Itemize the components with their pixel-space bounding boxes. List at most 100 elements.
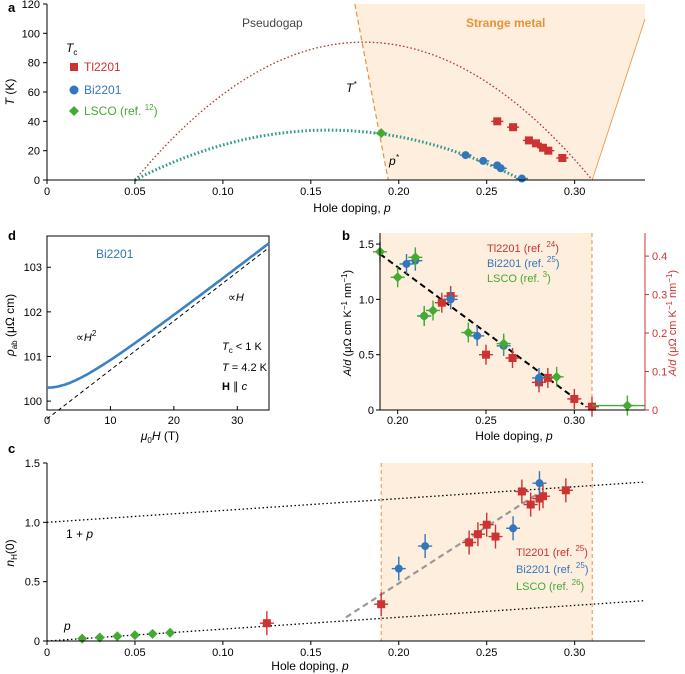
cond-t: T = 4.2 K (222, 362, 268, 374)
legend-a-bi2201: Bi2201 (84, 83, 122, 97)
c-Tl2201-point-3 (473, 530, 482, 539)
panel-a: 0 0.05 0.10 0.15 0.20 0.25 0.30 0 20 40 60 80 100 120… (3, 0, 646, 215)
b-ytick-left-label: 1.0 (359, 294, 374, 306)
anno-h: ∝H (228, 292, 244, 304)
a-Tl2201-point-4 (538, 143, 547, 152)
panel-b-ticks: 0.20 0.25 0.30 0 0.5 1.0 1.5 0 0.1 0.2 0.3 0.4 (359, 239, 668, 427)
a-Tl2201-point-3 (531, 139, 540, 148)
panel-d-xlabel: μ0H (T) (140, 429, 179, 445)
a-Tl2201-point-0 (493, 117, 502, 126)
a-ytick-label: 120 (22, 0, 40, 11)
legend-b-bi2201: Bi2201 (ref. 25) (487, 255, 560, 270)
b-ytick-right-label: 0 (652, 405, 658, 417)
strange-metal-region (354, 4, 645, 180)
panel-label-c: c (8, 441, 15, 456)
a-Tl2201-point-1 (509, 123, 518, 132)
c-xtick-label: 0.30 (564, 647, 585, 659)
panel-b-ylabel-left: A/d (μΩ cm K−1 nm−1) (340, 270, 354, 377)
a-Bi2201-point-0 (461, 151, 470, 160)
strange-metal-label: Strange metal (466, 16, 545, 30)
b-LSCO-point-4 (428, 305, 438, 316)
panel-a-plot-marks (134, 3, 646, 183)
b-ytick-left-label: 1.5 (359, 239, 374, 251)
panel-c: 0 0.05 0.10 0.15 0.20 0.25 0.30 0 0.5 1.0 1.5 c 1 … (3, 441, 646, 673)
d-ytick-label: 102 (24, 307, 42, 319)
c-Tl2201-point-2 (465, 538, 474, 547)
a-Tl2201-point-6 (558, 154, 567, 162)
c-LSCO-point-0 (77, 633, 88, 644)
legend-a-lsco: LSCO (ref. 12) (84, 103, 158, 118)
panel-d-series-label: Bi2201 (96, 247, 134, 261)
c-Tl2201-point-9 (538, 492, 547, 501)
tstar-label: T* (346, 80, 357, 95)
c-xtick-label: 0 (44, 647, 50, 659)
b-xtick-label: 0.20 (387, 415, 408, 427)
panel-d-plot-marks (46, 242, 270, 420)
a-xtick-label: 0.15 (300, 186, 321, 198)
a-xtick-label: 0 (44, 186, 50, 198)
panel-d-frame (46, 235, 270, 411)
c-xtick-label: 0.05 (124, 647, 145, 659)
legend-c-bi2201: Bi2201 (ref. 25) (516, 561, 589, 576)
a-Tl2201-point-5 (544, 146, 553, 155)
c-Tl2201-point-7 (526, 500, 535, 509)
b-LSCO-point-6 (498, 338, 509, 349)
panel-b-xlabel: Hole doping, p (475, 429, 553, 443)
d-ytick-label: 101 (24, 351, 42, 363)
d-xtick-label: 30 (231, 415, 243, 427)
c-xtick-label: 0.10 (212, 647, 233, 659)
panel-a-xlabel: Hole doping, p (313, 201, 391, 215)
panel-a-ticks: 0 0.05 0.10 0.15 0.20 0.25 0.30 0 20 40 60 80 100 120 (22, 0, 586, 198)
a-Bi2201-point-4 (517, 174, 526, 183)
anno-h2: ∝H2 (76, 329, 97, 344)
pstar-label: p* (388, 153, 400, 168)
a-xtick-label: 0.05 (124, 186, 145, 198)
a-LSCO-point-0 (376, 128, 387, 139)
d-ytick-label: 100 (24, 396, 42, 408)
legend-c-tl2201: Tl2201 (ref. 25) (516, 544, 588, 559)
c-LSCO-point-3 (129, 630, 140, 641)
b-xtick-label: 0.30 (564, 415, 585, 427)
panel-label-a: a (8, 0, 16, 15)
c-Tl2201-point-1 (377, 600, 386, 609)
panel-c-ylabel: nH(0) (3, 539, 19, 566)
a-ytick-label: 80 (28, 58, 40, 70)
a-ytick-label: 100 (22, 28, 40, 40)
b-Bi2201-point-6 (535, 373, 543, 382)
panel-d-ylabel: ρab (μΩ cm) (3, 294, 19, 357)
a-ytick-label: 20 (28, 146, 40, 158)
a-Bi2201-point-3 (496, 164, 505, 173)
b-ytick-right-label: 0.4 (652, 251, 667, 263)
c-ytick-label: 0.5 (25, 577, 40, 589)
fermi-liquid-boundary (591, 18, 646, 181)
line-p-label: p (63, 619, 71, 633)
legend-a-lsco-marker (69, 106, 79, 116)
b-Tl2201-point-7 (588, 402, 596, 411)
c-Tl2201-point-6 (517, 487, 526, 496)
c-Tl2201-point-10 (561, 486, 570, 495)
c-Tl2201-point-5 (491, 532, 500, 541)
linear-fit-line (46, 247, 270, 420)
b-Bi2201-point-0 (402, 259, 411, 268)
a-xtick-label: 0.10 (212, 186, 233, 198)
b-ytick-right-label: 0.1 (652, 367, 667, 379)
a-ytick-label: 40 (28, 116, 40, 128)
b-xtick-label: 0.25 (475, 415, 496, 427)
b-ytick-right-label: 0.3 (652, 290, 667, 302)
panel-label-b: b (342, 228, 350, 243)
d-ytick-label: 103 (24, 262, 42, 274)
legend-a-tl2201: Tl2201 (84, 60, 121, 74)
panel-c-plot-marks (46, 463, 646, 644)
panel-b-ylabel-right: A/d (μΩ cm K−1 nm−1) (665, 270, 679, 377)
legend-a-bi2201-marker (69, 85, 79, 95)
b-ytick-right-label: 0.2 (652, 328, 667, 340)
a-xtick-label: 0.30 (564, 186, 585, 198)
panel-c-xlabel: Hole doping, p (271, 659, 349, 673)
d-xtick-label: 10 (104, 415, 116, 427)
a-xtick-label: 0.25 (476, 186, 497, 198)
c-LSCO-point-1 (94, 632, 105, 643)
line-1-plus-p-label: 1 + p (66, 527, 93, 541)
c-Tl2201-point-0 (262, 619, 271, 628)
b-Bi2201-point-3 (446, 295, 455, 304)
panel-b: 0.20 0.25 0.30 0 0.5 1.0 1.5 0 0.1 0.2 0.3 0.4 b Tl… (340, 228, 679, 443)
